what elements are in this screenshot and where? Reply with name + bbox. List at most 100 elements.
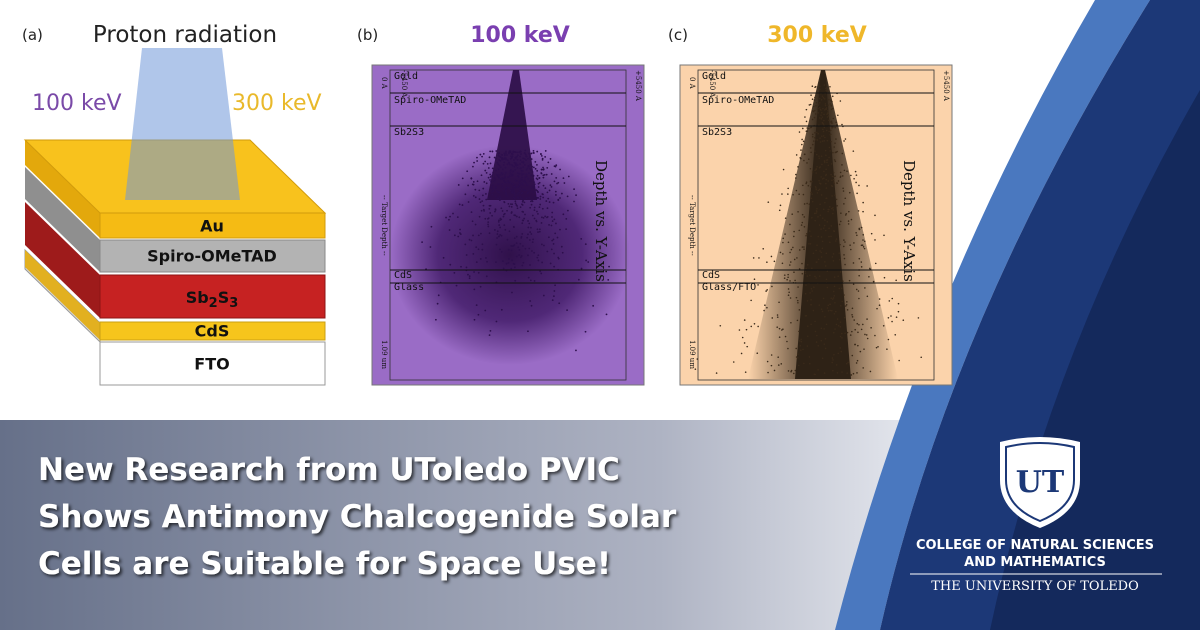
ion-dot	[526, 167, 529, 170]
ion-dot	[847, 223, 850, 225]
ion-dot	[820, 194, 823, 196]
ion-dot	[804, 270, 807, 273]
ion-track	[487, 70, 537, 200]
ion-dot	[808, 362, 811, 365]
ion-dot	[856, 234, 858, 237]
ion-dot	[536, 169, 539, 172]
ion-dot	[475, 261, 478, 264]
layer-name: Spiro-OMeTAD	[702, 95, 774, 106]
ion-dot	[763, 309, 765, 312]
ion-dot	[894, 333, 897, 336]
ion-dot	[811, 180, 813, 183]
ion-dot	[821, 247, 824, 250]
ion-dot	[850, 174, 852, 177]
ion-dot	[824, 201, 826, 204]
ion-dot	[549, 184, 552, 187]
ion-dot	[505, 152, 507, 154]
ion-dot	[535, 177, 538, 180]
ion-dot	[836, 318, 839, 320]
ion-dot	[820, 99, 823, 101]
ion-dot	[849, 248, 852, 251]
ion-dot	[473, 288, 476, 291]
ion-dot	[778, 209, 781, 212]
ion-dot	[528, 222, 531, 225]
ion-dot	[818, 97, 821, 100]
ion-dot	[518, 191, 520, 194]
ion-dot	[559, 168, 561, 171]
depth-start: 0 A	[380, 77, 388, 90]
ion-dot	[529, 206, 532, 209]
ion-dot	[493, 156, 496, 159]
ion-dot	[841, 283, 844, 285]
ion-dot	[529, 200, 532, 203]
ion-dot	[592, 304, 595, 307]
ion-dot	[830, 225, 833, 227]
ion-dot	[501, 168, 504, 171]
ion-dot	[502, 164, 505, 166]
ion-dot	[527, 191, 530, 194]
ion-dot	[826, 116, 829, 118]
ion-dot	[771, 317, 774, 319]
ion-dot	[430, 225, 433, 228]
ion-dot	[798, 340, 801, 342]
ion-dot	[519, 163, 522, 165]
ion-dot	[540, 154, 543, 157]
ion-dot	[421, 241, 423, 244]
ion-dot	[805, 314, 808, 317]
ion-dot	[778, 327, 781, 330]
ion-dot	[555, 222, 557, 225]
ion-dot	[841, 332, 843, 335]
ion-dot	[805, 233, 808, 235]
ion-dot	[526, 157, 529, 160]
ion-dot	[858, 184, 860, 187]
ion-dot	[523, 201, 526, 204]
ion-dot	[537, 254, 540, 257]
ion-dot	[491, 150, 494, 153]
ion-dot	[834, 194, 836, 196]
ion-dot	[542, 168, 545, 171]
ion-dot	[850, 218, 853, 221]
ion-dot	[826, 139, 829, 142]
ion-dot	[553, 218, 556, 221]
ion-dot	[819, 137, 821, 139]
ion-dot	[511, 291, 513, 294]
ion-dot	[833, 353, 835, 356]
ion-dot	[519, 256, 522, 259]
ion-dot	[832, 117, 835, 120]
headline-line: Shows Antimony Chalcogenide Solar	[38, 499, 677, 535]
ion-dot	[532, 238, 535, 241]
ion-dot	[528, 156, 531, 158]
ion-dot	[814, 113, 817, 115]
ion-dot	[528, 239, 531, 241]
ion-dot	[484, 169, 487, 172]
ion-dot	[823, 328, 825, 330]
ion-dot	[807, 158, 810, 160]
ion-dot	[550, 248, 553, 251]
ion-dot	[550, 173, 553, 175]
ion-dot	[495, 190, 498, 193]
ion-dot	[837, 180, 840, 182]
ion-dot	[810, 288, 813, 290]
ion-dot	[487, 176, 490, 179]
ion-dot	[851, 330, 853, 333]
ion-dot	[852, 150, 855, 152]
ion-dot	[519, 155, 521, 158]
ion-dot	[798, 229, 801, 232]
ion-dot	[511, 191, 514, 193]
ion-dot	[508, 230, 511, 233]
ion-dot	[808, 104, 811, 106]
ion-dot	[816, 211, 818, 213]
ion-dot	[449, 263, 452, 266]
ion-dot	[491, 167, 494, 170]
ion-dot	[801, 246, 804, 248]
ion-dot	[528, 172, 530, 175]
ion-dot	[827, 304, 830, 307]
ion-dot	[822, 123, 825, 125]
ion-dot	[537, 212, 539, 215]
ion-dot	[499, 195, 501, 198]
depth-end: 1.09 um	[688, 340, 696, 369]
ion-dot	[575, 194, 577, 197]
ion-dot	[523, 164, 526, 166]
ion-dot	[477, 234, 480, 237]
